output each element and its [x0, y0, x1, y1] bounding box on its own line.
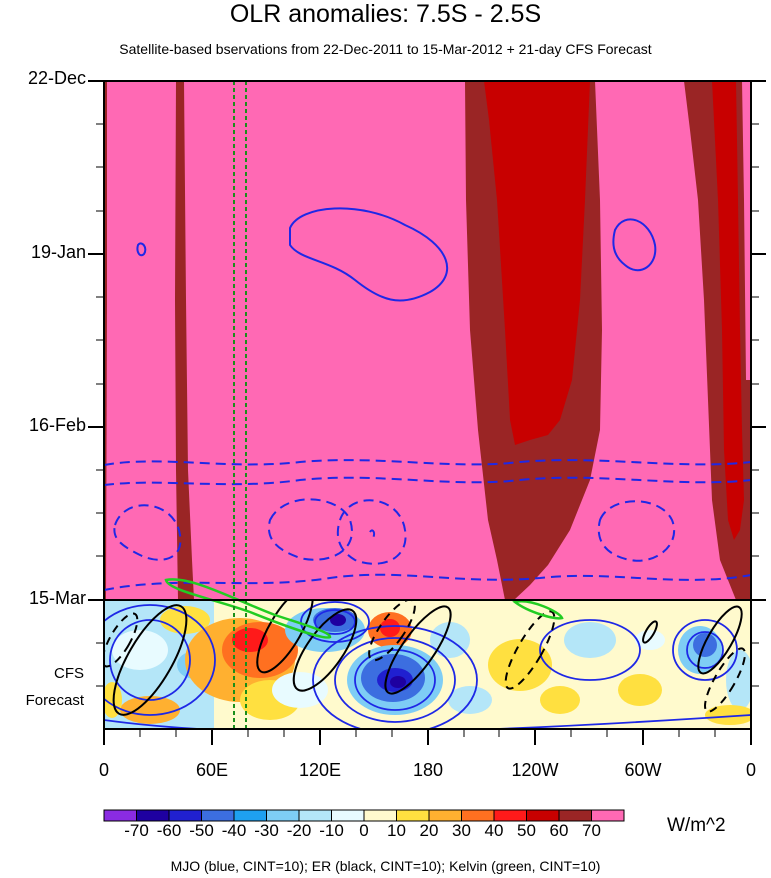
x-tick-label-120w: 120W	[511, 760, 559, 780]
mjo-contour-positive	[136, 242, 147, 257]
x-tick-label-180: 180	[412, 760, 444, 780]
colorbar-label: 0	[359, 821, 369, 840]
colorbar-label: -50	[189, 821, 214, 840]
x-minor-ticks	[139, 729, 716, 737]
colorbar-swatch	[461, 809, 495, 822]
colorbar-swatch	[298, 809, 332, 822]
colorbar-label: 40	[484, 821, 504, 840]
strong-positive-anomaly-150w	[484, 81, 590, 445]
colorbar-label: -20	[286, 821, 312, 840]
colorbar-label: -70	[124, 821, 149, 840]
chart-title: OLR anomalies: 7.5S - 2.5S	[229, 0, 542, 28]
mjo-contour-positive	[289, 207, 449, 302]
observation-anomaly-fill	[104, 81, 751, 600]
x-tick-label-0-east: 0	[745, 760, 756, 780]
x-tick-label-0: 0	[98, 760, 109, 780]
colorbar-swatch	[103, 809, 137, 822]
colorbar-swatch	[266, 809, 300, 822]
mjo-contour-positive	[612, 218, 657, 272]
colorbar-swatch	[168, 809, 202, 822]
colorbar-units: W/m^2	[667, 815, 726, 836]
mjo-contours-forecast	[104, 601, 751, 729]
colorbar-label: -40	[221, 821, 247, 840]
colorbar-swatch	[201, 809, 235, 822]
x-tick-label-60w: 60W	[624, 760, 662, 780]
colorbar-swatch	[331, 809, 365, 822]
contour-legend: MJO (blue, CINT=10); ER (black, CINT=10)…	[170, 858, 601, 874]
colorbar-swatch	[396, 809, 430, 822]
y-tick-label-15-mar: 15-Mar	[28, 588, 86, 608]
colorbar-swatch	[493, 809, 527, 822]
chart-subtitle: Satellite-based bservations from 22-Dec-…	[119, 41, 652, 57]
colorbar-label: 70	[582, 821, 601, 840]
neutral-strip-edge	[742, 81, 751, 380]
observation-field	[104, 81, 751, 600]
colorbar	[103, 809, 625, 822]
colorbar-swatch	[428, 809, 462, 822]
kelvin-contour	[512, 600, 564, 620]
positive-anomaly-band-lon-45	[175, 81, 194, 600]
colorbar-label: -30	[254, 821, 279, 840]
colorbar-swatch	[363, 809, 397, 822]
colorbar-label: 20	[419, 821, 439, 840]
forecast-label-line1: CFS	[54, 665, 84, 682]
x-tick-label-60e: 60E	[195, 760, 229, 780]
y-minor-ticks	[96, 123, 759, 687]
y-tick-label-19-jan: 19-Jan	[30, 242, 86, 262]
colorbar-label: -60	[156, 821, 182, 840]
colorbar-swatch	[233, 809, 267, 822]
colorbar-label: 50	[517, 821, 536, 840]
highlight-lines	[233, 81, 247, 729]
forecast-label-line2: Forecast	[25, 692, 84, 709]
x-tick-label-120e: 120E	[298, 760, 342, 780]
x-major-ticks	[103, 729, 752, 745]
colorbar-swatch	[526, 809, 560, 822]
y-tick-label-16-feb: 16-Feb	[28, 415, 86, 435]
y-tick-label-22-dec: 22-Dec	[27, 68, 86, 88]
y-major-ticks	[88, 80, 766, 428]
colorbar-swatch	[591, 809, 625, 822]
colorbar-label: -10	[319, 821, 344, 840]
er-contours	[112, 600, 743, 716]
colorbar-swatch	[558, 809, 592, 822]
mjo-contours-negative	[103, 459, 752, 591]
colorbar-label: 30	[452, 821, 471, 840]
mjo-contours-observed	[136, 207, 657, 302]
colorbar-label: 10	[387, 821, 406, 840]
colorbar-label: 60	[549, 821, 569, 840]
strong-positive-anomaly-10w	[712, 81, 744, 540]
colorbar-swatch	[136, 809, 170, 822]
